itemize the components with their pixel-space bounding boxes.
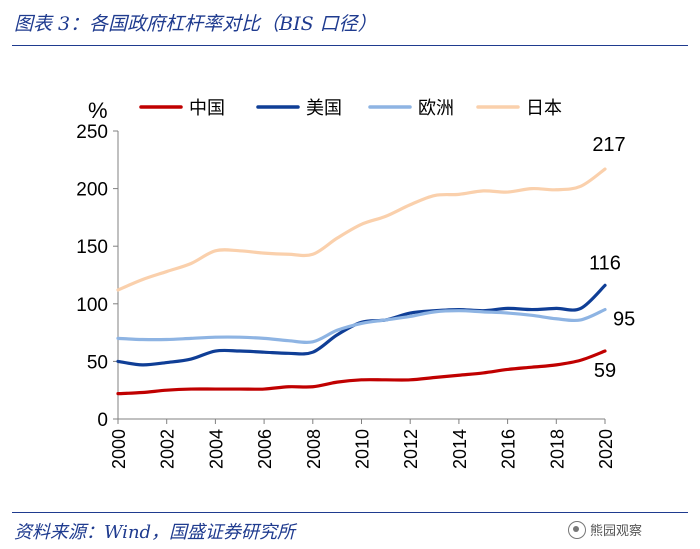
x-tick-label: 2004 [206, 429, 226, 469]
wechat-icon [568, 520, 586, 539]
y-tick-label: 250 [76, 122, 108, 143]
x-tick-label: 2018 [547, 429, 567, 469]
x-tick-label: 2020 [596, 429, 616, 469]
legend-label-1: 美国 [306, 98, 342, 118]
series-lines [116, 167, 607, 396]
y-tick-label: 200 [76, 180, 108, 201]
x-tick-label: 2000 [109, 429, 129, 469]
end-label-0: 59 [594, 360, 616, 382]
end-label-2: 95 [613, 309, 635, 331]
legend-label-0: 中国 [189, 98, 225, 118]
figure-title: 图表 3：各国政府杠杆率对比（BIS 口径） [14, 13, 377, 35]
x-tick-label: 2002 [158, 429, 178, 469]
x-tick-label: 2010 [353, 429, 373, 469]
end-value-labels: 59 116 95 217 [589, 134, 635, 382]
y-tick-label: 0 [97, 410, 108, 431]
y-tick-label: 50 [87, 352, 108, 373]
x-tick-label: 2014 [450, 429, 470, 469]
series-line-1 [116, 283, 607, 367]
y-axis-unit-label: % [88, 98, 108, 123]
chart-legend: 中国 美国 欧洲 日本 [139, 98, 562, 118]
source-note: 资料来源：Wind，国盛证券研究所 [14, 522, 296, 543]
watermark: 熊园观察 [568, 520, 642, 539]
series-line-2 [116, 307, 607, 345]
series-line-3 [116, 167, 607, 292]
title-divider [12, 45, 688, 46]
y-axis: 0 50 100 150 200 250% [76, 98, 119, 431]
x-tick-label: 2012 [401, 429, 421, 469]
watermark-text: 熊园观察 [590, 524, 643, 539]
source-divider [12, 512, 688, 513]
x-tick-label: 2006 [255, 429, 275, 469]
x-tick-label: 2016 [499, 429, 519, 469]
legend-label-3: 日本 [526, 98, 562, 118]
y-tick-label: 150 [76, 237, 108, 258]
y-tick-label: 100 [76, 295, 108, 316]
legend-label-2: 欧洲 [418, 98, 454, 118]
series-line-0 [116, 349, 607, 396]
end-label-3: 217 [592, 134, 625, 156]
x-tick-label: 2008 [304, 429, 324, 469]
end-label-1: 116 [589, 252, 621, 274]
x-axis: 2000 2002 2004 2006 2008 2010 2012 2014 2016 2018… [109, 418, 616, 469]
